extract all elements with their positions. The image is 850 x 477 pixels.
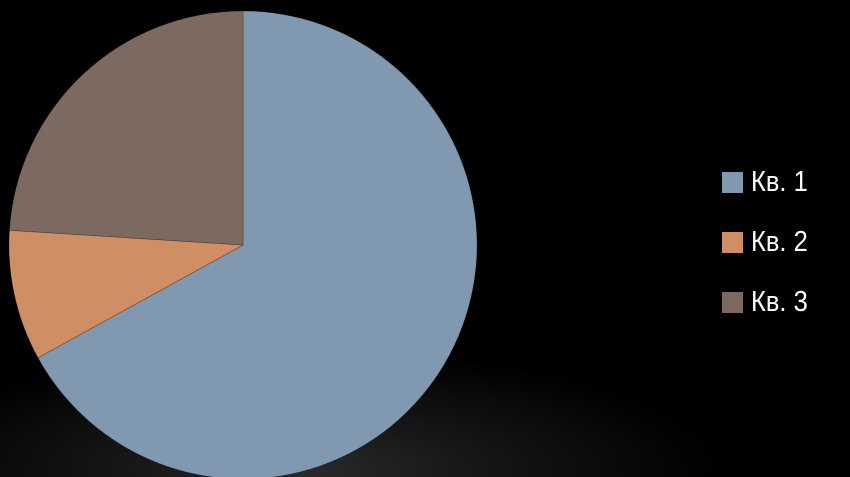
legend-label-q3: Кв. 3 xyxy=(751,278,808,326)
legend-item-q3: Кв. 3 xyxy=(722,278,847,326)
legend-item-q1: Кв. 1 xyxy=(722,158,847,206)
legend-swatch-q3 xyxy=(722,292,743,313)
legend: Кв. 1 Кв. 2 Кв. 3 xyxy=(722,158,847,338)
legend-item-q2: Кв. 2 xyxy=(722,218,847,266)
legend-label-q2: Кв. 2 xyxy=(751,218,808,266)
legend-label-q1: Кв. 1 xyxy=(751,158,808,206)
legend-swatch-q1 xyxy=(722,172,743,193)
pie-slices xyxy=(9,11,477,477)
legend-swatch-q2 xyxy=(722,232,743,253)
pie-slice-q3 xyxy=(9,11,243,245)
